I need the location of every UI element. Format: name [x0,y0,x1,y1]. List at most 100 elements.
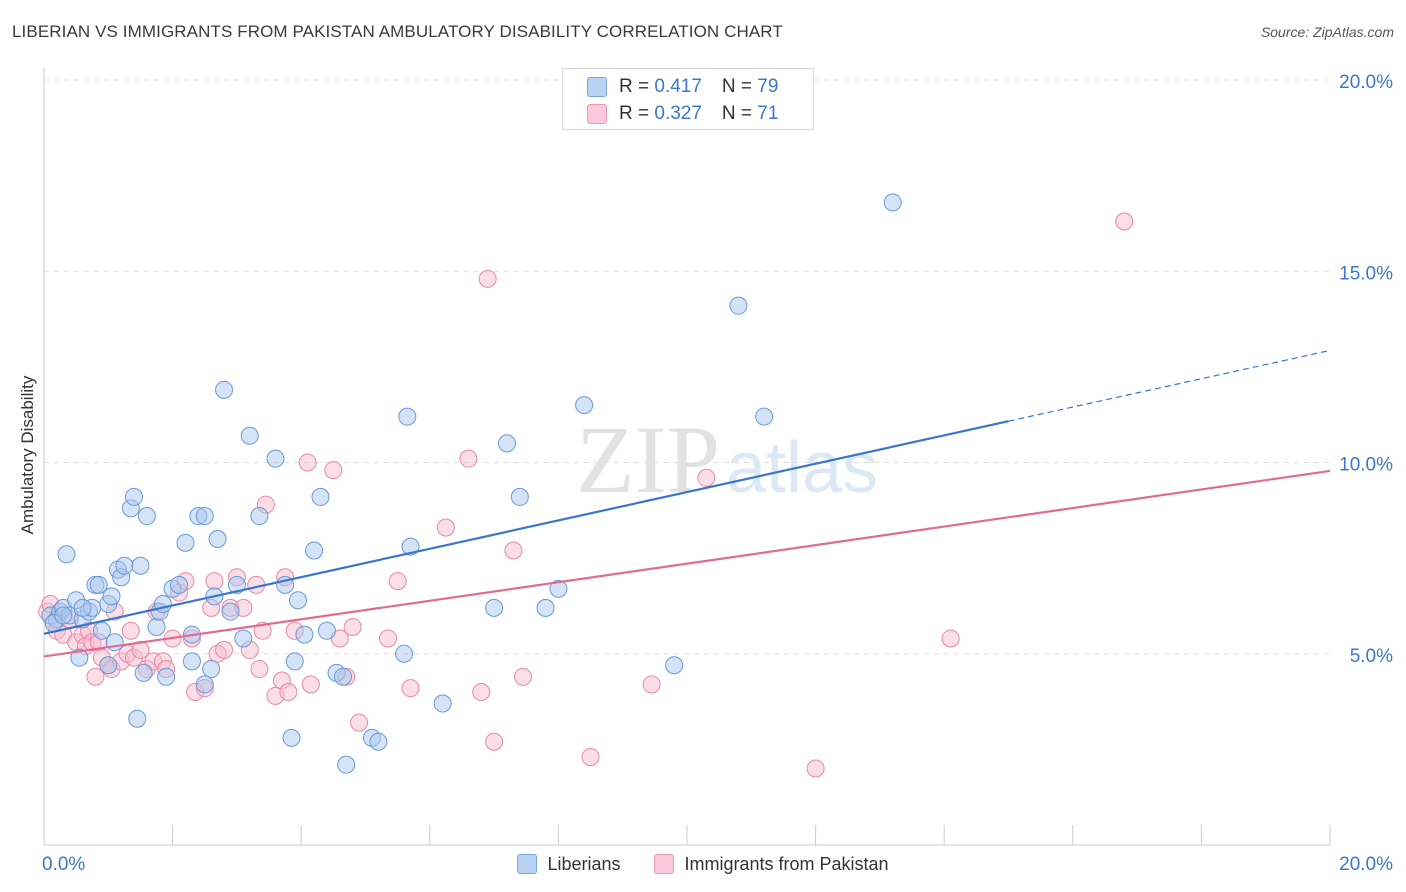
data-point-liberians [195,507,214,526]
y-tick-label: 5.0% [1350,646,1393,667]
source-credit: Source: ZipAtlas.com [1260,24,1394,40]
data-point-liberians [134,663,153,682]
data-point-liberians [536,598,555,617]
x-tick-label-min: 0.0% [42,854,85,875]
data-point-pakistan [215,640,234,659]
data-point-liberians [433,694,452,713]
data-point-pakistan [697,468,716,487]
legend-row-pakistan: R = 0.327 N = 71 [587,102,778,126]
tick-labels: 5.0% 10.0% 15.0% 20.0% 0.0% 20.0% [42,72,1393,875]
data-point-pakistan [279,683,298,701]
data-point-liberians [665,656,684,675]
data-point-liberians [195,675,214,694]
data-point-pakistan [388,572,407,591]
data-point-liberians [311,487,330,506]
data-point-pakistan [205,572,224,591]
data-point-pakistan [514,667,533,686]
legend-swatch-liberians [517,854,538,874]
axes [43,68,1331,846]
data-point-liberians [295,625,314,644]
data-point-liberians [510,487,529,506]
legend-swatch-pakistan [654,854,675,874]
trend-lines [43,349,1331,658]
data-point-liberians [115,556,134,575]
data-point-liberians [182,652,201,671]
legend-label-liberians: Liberians [547,853,621,874]
legend-r-label: R = [619,103,655,124]
data-point-liberians [131,556,150,575]
data-point-pakistan [401,679,420,698]
data-point-liberians [170,575,189,594]
chart-title: LIBERIAN VS IMMIGRANTS FROM PAKISTAN AMB… [12,22,783,41]
data-point-liberians [266,449,285,468]
data-point-liberians [137,507,156,526]
data-point-liberians [369,732,388,751]
data-point-pakistan [86,667,105,686]
watermark-zip: ZIP [576,406,720,513]
data-point-liberians [401,537,420,556]
data-point-pakistan [350,713,369,732]
data-point-pakistan [478,269,497,288]
data-point-liberians [285,652,304,671]
data-point-pakistan [121,621,140,640]
data-point-liberians [305,541,324,560]
data-point-liberians [105,633,124,652]
data-point-liberians [395,644,414,663]
legend-label-pakistan: Immigrants from Pakistan [684,853,889,874]
data-point-liberians [202,660,221,679]
data-point-pakistan [1115,212,1134,231]
legend-n-label: N = [721,76,758,97]
legend-row-liberians: R = 0.417 N = 79 [587,75,778,99]
legend-n-value: 71 [757,103,779,124]
data-point-liberians [234,629,253,648]
data-point-liberians [250,507,269,526]
data-point-liberians [73,598,92,617]
data-point-liberians [157,667,176,686]
y-tick-label: 20.0% [1339,72,1393,93]
data-point-liberians [575,396,594,415]
data-point-liberians [398,407,417,426]
data-point-liberians [221,602,240,621]
legend-swatch-pink [587,104,607,124]
data-point-pakistan [459,449,478,468]
legend-item-liberians[interactable]: Liberians [517,854,620,875]
data-point-pakistan [504,541,523,560]
gridlines [44,79,1330,655]
legend-r-value: 0.327 [654,103,702,124]
trend-line-pakistan [43,469,1331,658]
trend-line-liberians [43,420,1009,635]
data-point-liberians [147,617,166,636]
legend-item-pakistan[interactable]: Immigrants from Pakistan [654,853,889,875]
data-point-pakistan [581,748,600,767]
y-tick-label: 15.0% [1339,263,1393,284]
legend-r-label: R = [619,76,655,97]
data-point-liberians [333,667,352,686]
data-point-pakistan [485,732,504,751]
data-point-liberians [57,545,76,564]
data-point-pakistan [941,629,960,648]
data-point-liberians [70,648,89,667]
data-point-liberians [215,380,234,399]
data-point-liberians [497,434,516,453]
y-tick-label: 10.0% [1339,455,1393,476]
data-point-pakistan [301,675,320,694]
correlation-legend: R = 0.417 N = 79 R = 0.327 N = 71 [562,68,814,130]
data-point-liberians [288,591,307,610]
legend-n-label: N = [721,103,758,124]
data-point-liberians [54,606,73,625]
data-point-liberians [102,587,121,606]
data-point-liberians [99,656,118,675]
data-point-liberians [282,728,301,747]
data-point-liberians [208,530,227,548]
data-point-liberians [337,755,356,774]
data-point-pakistan [324,461,343,480]
x-tick-label-max: 20.0% [1339,854,1393,875]
data-point-liberians [240,426,259,445]
data-point-pakistan [250,660,269,679]
data-point-pakistan [343,617,362,636]
data-point-pakistan [642,675,661,694]
data-point-pakistan [298,453,317,472]
data-point-liberians [755,407,774,426]
data-point-liberians [227,575,246,594]
legend-swatch-blue [587,77,607,97]
